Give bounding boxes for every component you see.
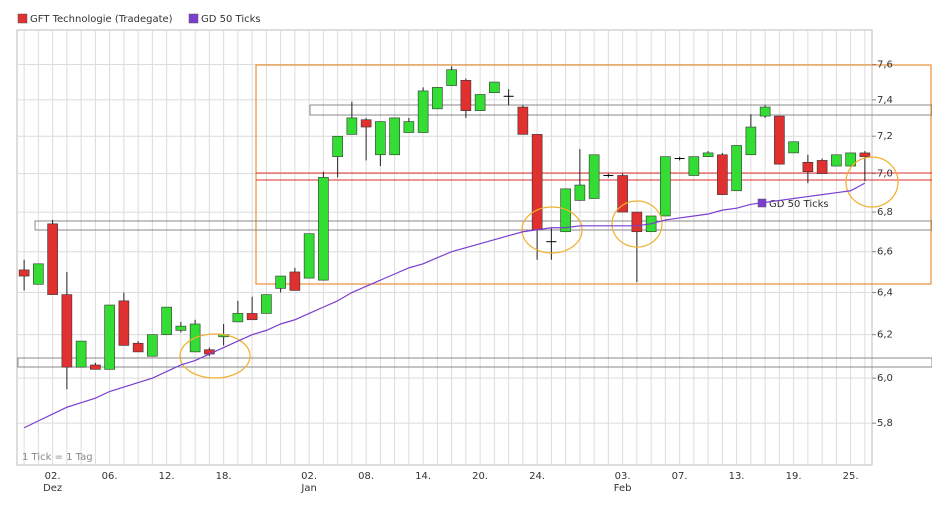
body xyxy=(816,160,828,174)
x-tick-label: 19. xyxy=(786,471,802,482)
body xyxy=(246,313,258,321)
x-tick-label: 08. xyxy=(358,471,374,482)
note: 1 Tick = 1 Tag xyxy=(22,452,93,463)
y-tick-label: 6,8 xyxy=(877,207,893,218)
resistance-band xyxy=(309,104,932,116)
body xyxy=(432,87,443,110)
highlight-circle xyxy=(611,200,663,248)
body xyxy=(61,294,73,368)
body xyxy=(132,342,144,353)
x-month-label: Dez xyxy=(43,483,62,494)
body xyxy=(717,154,728,195)
x-tick-label: 20. xyxy=(472,471,488,482)
body xyxy=(303,233,315,279)
x-tick-label: 07. xyxy=(672,471,688,482)
support-band xyxy=(34,220,932,231)
x-tick-label: 25. xyxy=(843,471,859,482)
body xyxy=(845,152,856,167)
x-tick-label: 18. xyxy=(216,471,232,482)
body xyxy=(617,175,628,213)
body xyxy=(375,121,386,156)
highlight-circle xyxy=(179,333,251,379)
annotations xyxy=(17,64,932,368)
body xyxy=(788,141,799,154)
x-tick-label: 02. xyxy=(45,471,61,482)
body xyxy=(802,161,814,173)
body xyxy=(474,94,486,111)
body xyxy=(859,152,871,157)
y-tick-label: 7,2 xyxy=(877,131,893,142)
circles xyxy=(179,156,899,379)
legend-swatch xyxy=(17,13,28,24)
y-tick-label: 6,2 xyxy=(877,330,893,341)
x-tick-label: 12. xyxy=(159,471,175,482)
highlight-circle xyxy=(521,206,583,254)
legend-label: GFT Technologie (Tradegate) xyxy=(30,14,173,25)
body xyxy=(531,134,543,231)
body xyxy=(688,156,700,176)
body xyxy=(588,154,600,199)
x-month-label: Jan xyxy=(300,483,316,494)
body xyxy=(318,177,329,281)
support-band xyxy=(17,357,932,368)
range-box xyxy=(255,64,932,285)
y-tick-label: 7,6 xyxy=(877,59,893,70)
body xyxy=(18,269,30,277)
body xyxy=(660,156,671,217)
body xyxy=(702,152,714,157)
plot-area xyxy=(16,29,873,466)
body xyxy=(275,275,286,289)
body xyxy=(560,188,571,233)
body xyxy=(118,300,130,346)
x-tick-label: 14. xyxy=(415,471,431,482)
body xyxy=(631,211,643,233)
y-tick-label: 5,8 xyxy=(877,418,893,429)
legend-swatch xyxy=(188,13,199,24)
body xyxy=(90,364,101,370)
body xyxy=(831,154,842,167)
legend-label: GD 50 Ticks xyxy=(201,14,261,25)
y-tick-label: 6,4 xyxy=(877,288,893,299)
x-tick-label: 24. xyxy=(529,471,545,482)
body xyxy=(489,81,500,94)
body xyxy=(147,334,158,357)
body xyxy=(175,325,187,331)
x-tick-label: 13. xyxy=(729,471,745,482)
y-tick-label: 7,4 xyxy=(877,95,893,106)
highlight-circle xyxy=(845,156,899,208)
body xyxy=(517,106,529,135)
x-month-label: Feb xyxy=(614,483,632,494)
y-tick-label: 7,0 xyxy=(877,169,893,180)
body xyxy=(360,119,372,128)
body xyxy=(47,223,58,295)
grid xyxy=(17,30,872,465)
body xyxy=(389,117,400,156)
body xyxy=(104,304,115,370)
body xyxy=(161,306,172,335)
body xyxy=(417,90,429,133)
body xyxy=(346,117,358,135)
body xyxy=(731,145,742,192)
body xyxy=(289,271,301,291)
body xyxy=(774,115,785,165)
body xyxy=(232,313,244,323)
body xyxy=(33,263,44,285)
body xyxy=(332,135,343,157)
x-tick-label: 06. xyxy=(102,471,118,482)
line-label: GD 50 Ticks xyxy=(769,199,829,210)
body xyxy=(403,121,415,133)
body xyxy=(745,126,757,156)
body xyxy=(460,79,472,111)
y-tick-label: 6,6 xyxy=(877,247,893,258)
body xyxy=(261,294,272,314)
x-tick-label: 02. xyxy=(301,471,317,482)
body xyxy=(75,340,87,368)
y-tick-label: 6,0 xyxy=(877,373,893,384)
line xyxy=(23,182,866,429)
body xyxy=(446,69,457,86)
body xyxy=(759,106,771,117)
x-tick-label: 03. xyxy=(615,471,631,482)
body xyxy=(574,184,586,201)
